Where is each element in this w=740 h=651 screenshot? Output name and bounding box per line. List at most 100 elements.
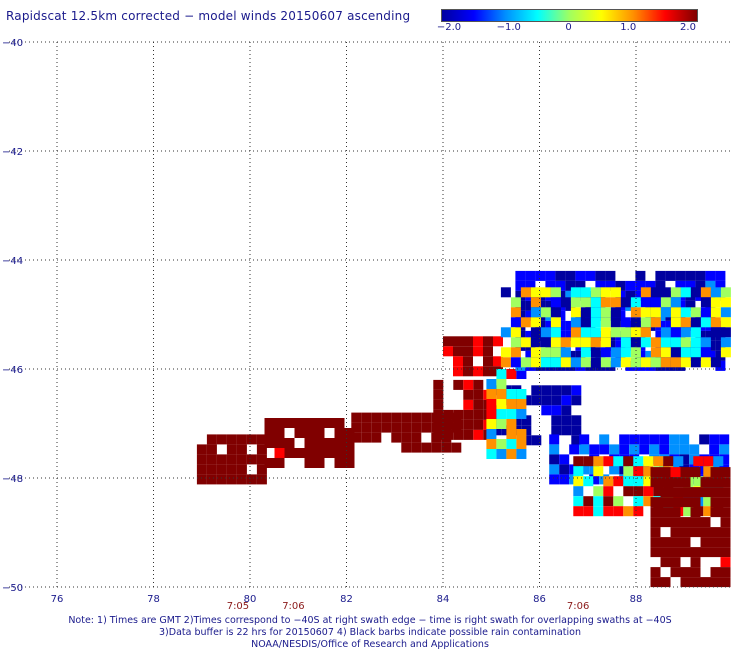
heatmap-cell: [391, 432, 402, 443]
heatmap-cell: [510, 297, 521, 308]
heatmap-cell: [710, 567, 721, 578]
heatmap-cell: [583, 496, 594, 507]
heatmap-cell: [256, 464, 267, 475]
heatmap-cell: [441, 442, 452, 453]
heatmap-cell: [670, 327, 681, 338]
heatmap-cell: [660, 347, 671, 358]
heatmap-cell: [650, 337, 661, 348]
heatmap-cell: [680, 487, 691, 498]
heatmap-cell: [565, 330, 576, 341]
heatmap-cell: [520, 287, 531, 298]
heatmap-cell: [520, 357, 531, 368]
note-line-3: NOAA/NESDIS/Office of Research and Appli…: [251, 639, 489, 650]
heatmap-cell: [650, 507, 661, 518]
heatmap-cell: [690, 337, 701, 348]
heatmap-cell: [401, 432, 412, 443]
heatmap-cell: [216, 464, 227, 475]
heatmap-cell: [561, 395, 572, 406]
heatmap-cell: [550, 327, 561, 338]
heatmap-cell: [695, 280, 706, 291]
heatmap-cell: [720, 317, 731, 328]
heatmap-cell: [344, 428, 355, 438]
heatmap-cell: [683, 506, 694, 517]
heatmap-cell: [680, 537, 691, 548]
heatmap-cell: [720, 507, 731, 518]
heatmap-cell: [613, 476, 624, 487]
heatmap-cell: [609, 464, 620, 475]
heatmap-cell: [645, 280, 656, 291]
heatmap-cell: [670, 537, 681, 548]
heatmap-cell: [720, 517, 731, 528]
heatmap-cell: [600, 307, 611, 318]
heatmap-cell: [550, 357, 561, 368]
heatmap-cell: [570, 327, 581, 338]
heatmap-cell: [665, 320, 676, 331]
heatmap-cell: [506, 419, 517, 429]
heatmap-cell: [713, 456, 724, 467]
x-tick-label: 88: [630, 594, 643, 605]
colorbar-tick-label: −2.0: [436, 22, 462, 33]
heatmap-cell: [246, 454, 257, 465]
heatmap-cell: [719, 434, 730, 445]
heatmap-cell: [580, 307, 591, 318]
heatmap-cell: [720, 577, 731, 588]
heatmap-cell: [690, 327, 701, 338]
heatmap-cell: [653, 486, 664, 497]
heatmap-cell: [623, 486, 634, 497]
heatmap-cell: [571, 395, 582, 406]
y-tick-label: −42: [2, 147, 23, 158]
heatmap-cell: [710, 487, 721, 498]
heatmap-cell: [690, 557, 701, 568]
heatmap-cell: [580, 347, 591, 358]
heatmap-cell: [583, 476, 594, 487]
heatmap-cell: [334, 458, 345, 468]
heatmap-cell: [669, 444, 680, 455]
heatmap-cell: [720, 337, 731, 348]
heatmap-cell: [550, 307, 561, 318]
heatmap-cell: [236, 464, 247, 475]
heatmap-cell: [324, 418, 335, 428]
heatmap-cell: [575, 350, 586, 361]
heatmap-cell: [715, 350, 726, 361]
heatmap-cell: [660, 307, 671, 318]
heatmap-cell: [605, 280, 616, 291]
heatmap-cell: [589, 444, 600, 455]
heatmap-cell: [344, 448, 355, 458]
heatmap-cell: [473, 419, 484, 430]
heatmap-cell: [580, 287, 591, 298]
heatmap-cell: [401, 412, 412, 423]
heatmap-cell: [680, 567, 691, 578]
heatmap-cell: [700, 347, 711, 358]
heatmap-cell: [710, 307, 721, 318]
footer-notes: Note: 1) Times are GMT 2)Times correspon…: [0, 615, 740, 651]
heatmap-cell: [660, 517, 671, 528]
heatmap-cell: [590, 337, 601, 348]
heatmap-cell: [226, 454, 237, 465]
heatmap-cell: [690, 517, 701, 528]
heatmap-cell: [660, 337, 671, 348]
heatmap-cell: [700, 537, 711, 548]
heatmap-cell: [550, 287, 561, 298]
heatmap-cell: [693, 456, 704, 467]
heatmap-cell: [685, 270, 696, 281]
heatmap-cell: [549, 464, 560, 475]
heatmap-cell: [256, 434, 267, 445]
heatmap-cell: [530, 337, 541, 348]
heatmap-cell: [496, 449, 507, 459]
heatmap-cell: [540, 307, 551, 318]
heatmap-cell: [720, 487, 731, 498]
heatmap-cell: [431, 442, 442, 453]
heatmap-cell: [630, 327, 641, 338]
heatmap-cell: [625, 290, 636, 301]
heatmap-cell: [680, 477, 691, 488]
heatmap-cell: [236, 454, 247, 465]
heatmap-cell: [541, 385, 552, 396]
heatmap-cell: [720, 557, 731, 568]
heatmap-cell: [463, 379, 474, 390]
heatmap-cell: [525, 350, 536, 361]
note-line-2: 3)Data buffer is 22 hrs for 20150607 4) …: [159, 627, 581, 638]
heatmap-cell: [609, 444, 620, 455]
heatmap-cell: [625, 280, 636, 291]
heatmap-cell: [351, 422, 362, 433]
heatmap-cell: [670, 347, 681, 358]
